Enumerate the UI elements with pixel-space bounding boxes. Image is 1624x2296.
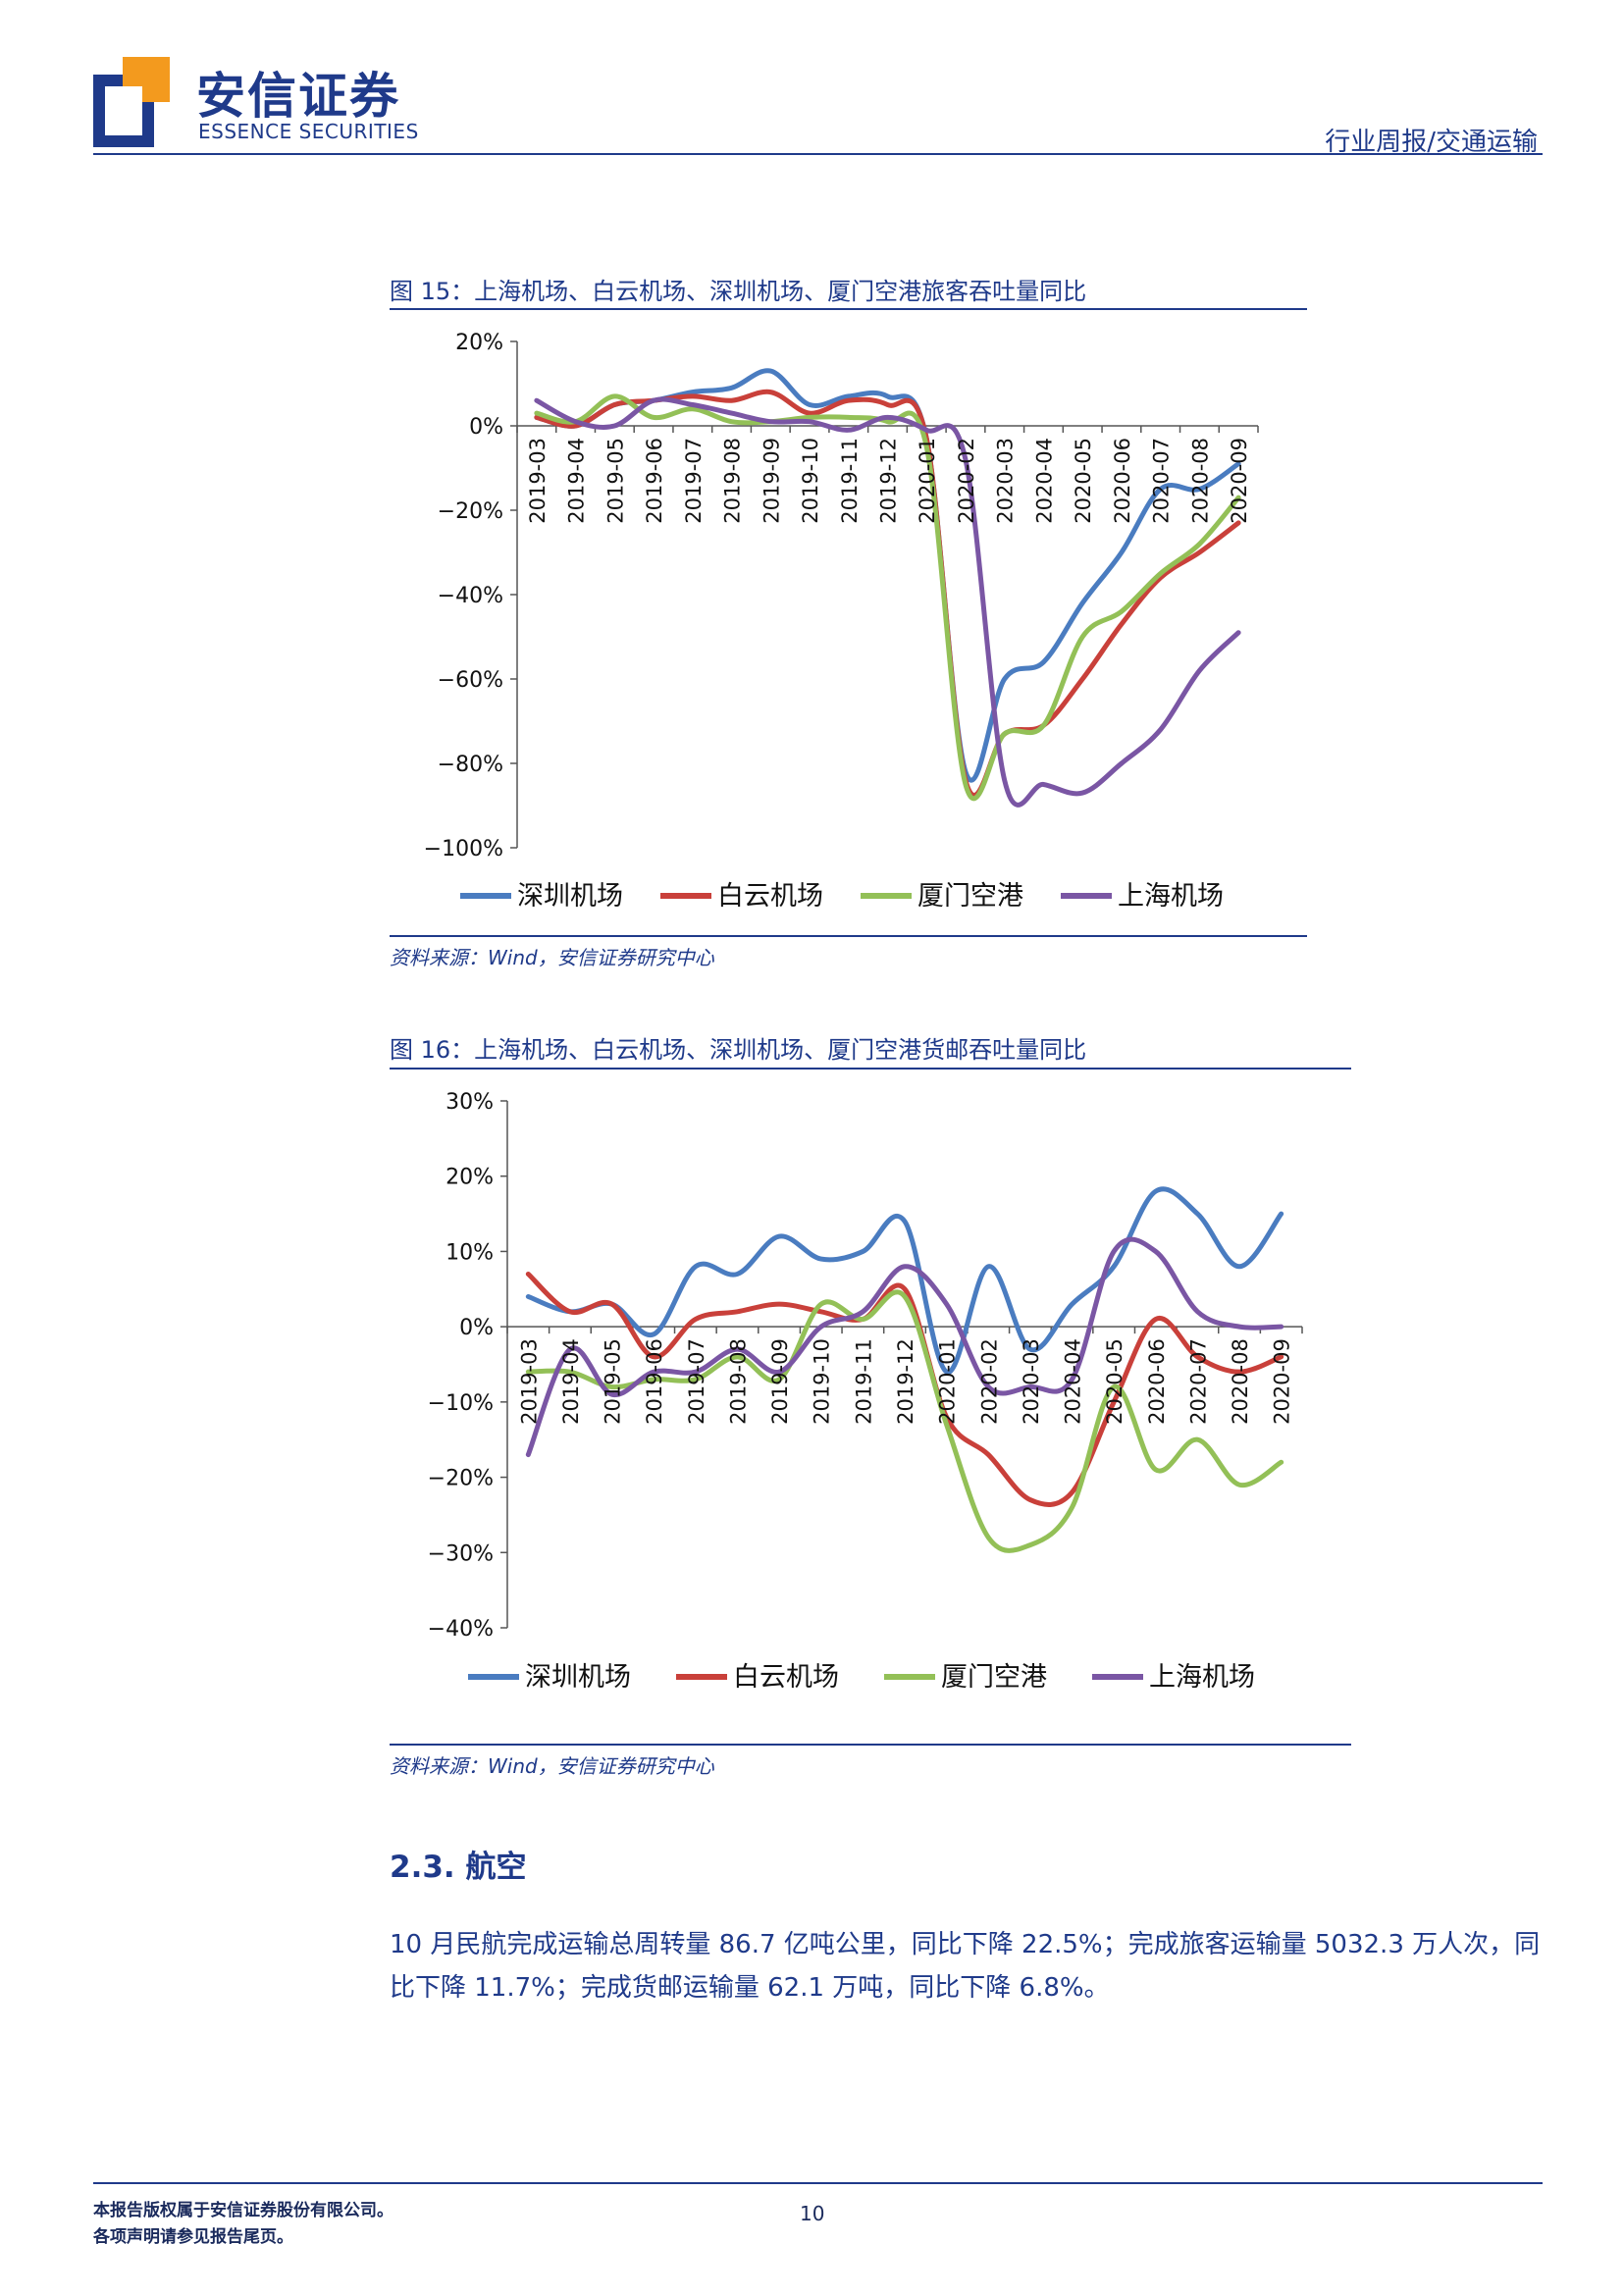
x-tick-label: 2020-04 [1062,1338,1085,1425]
x-tick-label: 2020-09 [1228,438,1251,524]
x-tick-label: 2020-07 [1150,438,1174,524]
x-tick-label: 2019-03 [526,438,550,524]
y-tick-label: −30% [428,1541,494,1566]
y-tick-label: −100% [424,837,503,861]
figure-15-chart: 20% 0% −20% −40% −60% −80% −100% 2019-03 2019-04… [424,331,1259,912]
chart-legend: 深圳机场 白云机场 厦门空港 上海机场 [468,1662,1255,1693]
header-divider [93,153,1543,155]
legend-label: 厦门空港 [917,881,1023,912]
y-tick-label: 0% [459,1316,494,1340]
x-tick-label: 2020-06 [1145,1338,1169,1425]
chart-series [525,1186,1284,1553]
legend-label: 深圳机场 [517,881,623,912]
x-tick-label: 2020-03 [994,438,1018,524]
figure-16-bottom-rule [390,1744,1351,1746]
x-tick-label: 2020-02 [955,438,978,524]
y-tick-label: −10% [428,1391,494,1416]
page-number: 10 [800,2202,825,2225]
x-tick-label: 2020-09 [1271,1338,1294,1425]
x-tick-label: 2019-06 [643,438,666,524]
y-tick-label: −80% [438,753,503,777]
y-tick-label: 20% [455,331,503,355]
x-tick-label: 2019-09 [768,1338,792,1425]
company-logo [93,57,170,147]
x-tick-label: 2019-04 [565,438,589,524]
section-heading: 2.3. 航空 [390,1850,527,1885]
legend-label: 上海机场 [1118,881,1224,912]
section-paragraph: 10 月民航完成运输总周转量 86.7 亿吨公里，同比下降 22.5%；完成旅客… [390,1930,1541,2003]
y-tick-label: −40% [438,584,503,608]
figure-15-source: 资料来源：Wind，安信证券研究中心 [390,946,714,969]
series-line [525,1186,1284,1375]
x-tick-label: 2019-04 [559,1338,583,1425]
x-tick-label: 2019-05 [603,438,627,524]
legend-label: 厦门空港 [941,1662,1047,1693]
figure-16-title: 图 16：上海机场、白云机场、深圳机场、厦门空港货邮吞吐量同比 [390,1036,1087,1064]
chart-legend: 深圳机场 白云机场 厦门空港 上海机场 [460,881,1224,912]
x-tick-label: 2019-07 [682,438,706,524]
x-tick-label: 2020-05 [1103,1338,1126,1425]
x-tick-label: 2020-05 [1072,438,1095,524]
chart-series [534,368,1241,808]
y-tick-label: −20% [438,499,503,524]
figure-15-bottom-rule [390,935,1307,937]
legend-label: 深圳机场 [525,1662,631,1693]
legend-label: 上海机场 [1149,1662,1255,1693]
series-line [525,1236,1284,1458]
legend-label: 白云机场 [733,1662,839,1693]
x-tick-label: 2019-12 [877,438,901,524]
x-tick-label: 2020-04 [1032,438,1056,524]
x-tick-label: 2020-02 [977,1338,1001,1425]
x-tick-label: 2019-08 [726,1338,750,1425]
footer-divider [93,2182,1543,2184]
brand-name-cn: 安信证券 [196,68,400,125]
figure-15-top-rule [390,308,1307,310]
y-tick-label: −20% [428,1467,494,1491]
figure-16-source: 资料来源：Wind，安信证券研究中心 [390,1754,714,1778]
y-tick-label: 20% [445,1166,494,1190]
x-tick-label: 2019-10 [799,438,822,524]
x-tick-label: 2019-11 [838,438,862,524]
x-tick-label: 2019-09 [760,438,783,524]
x-tick-label: 2020-07 [1186,1338,1210,1425]
x-tick-label: 2020-08 [1188,438,1212,524]
y-tick-label: 0% [469,415,503,440]
x-tick-label: 2020-01 [916,438,939,524]
footer-line-1: 本报告版权属于安信证券股份有限公司。 [93,2201,393,2220]
x-tick-label: 2020-08 [1229,1338,1252,1425]
report-type: 行业周报/交通运输 [1325,128,1538,157]
x-tick-label: 2020-03 [1020,1338,1043,1425]
chart-axes: 20% 0% −20% −40% −60% −80% −100% [424,331,1259,861]
x-tick-label: 2019-05 [602,1338,625,1425]
series-line [534,396,1241,808]
brand-name-en: ESSENCE SECURITIES [198,120,419,143]
x-tick-label: 2020-06 [1111,438,1134,524]
y-tick-label: 10% [445,1240,494,1265]
legend-label: 白云机场 [717,881,823,912]
y-tick-label: −40% [428,1617,494,1642]
x-tick-label: 2019-12 [894,1338,917,1425]
x-tick-label: 2019-03 [517,1338,541,1425]
series-line [534,393,1241,802]
footer-line-2: 各项声明请参见报告尾页。 [93,2227,293,2247]
figure-15-title: 图 15：上海机场、白云机场、深圳机场、厦门空港旅客吞吐量同比 [390,278,1087,305]
series-line [525,1289,1284,1553]
x-tick-label: 2019-07 [685,1338,708,1425]
series-line [534,368,1241,783]
figure-16-chart: 30% 20% 10% 0% −10% −20% −30% −40% 2019-03 2019-0… [428,1090,1303,1693]
x-tick-label: 2019-08 [721,438,745,524]
x-tick-label: 2019-10 [811,1338,834,1425]
figure-16-top-rule [390,1068,1351,1070]
footer-disclaimer: 本报告版权属于安信证券股份有限公司。 各项声明请参见报告尾页。 [93,2198,393,2251]
x-tick-label: 2019-11 [852,1338,875,1425]
x-tick-label: 2020-01 [936,1338,960,1425]
x-tick-label: 2019-06 [643,1338,666,1425]
y-tick-label: 30% [445,1090,494,1115]
y-tick-label: −60% [438,668,503,693]
